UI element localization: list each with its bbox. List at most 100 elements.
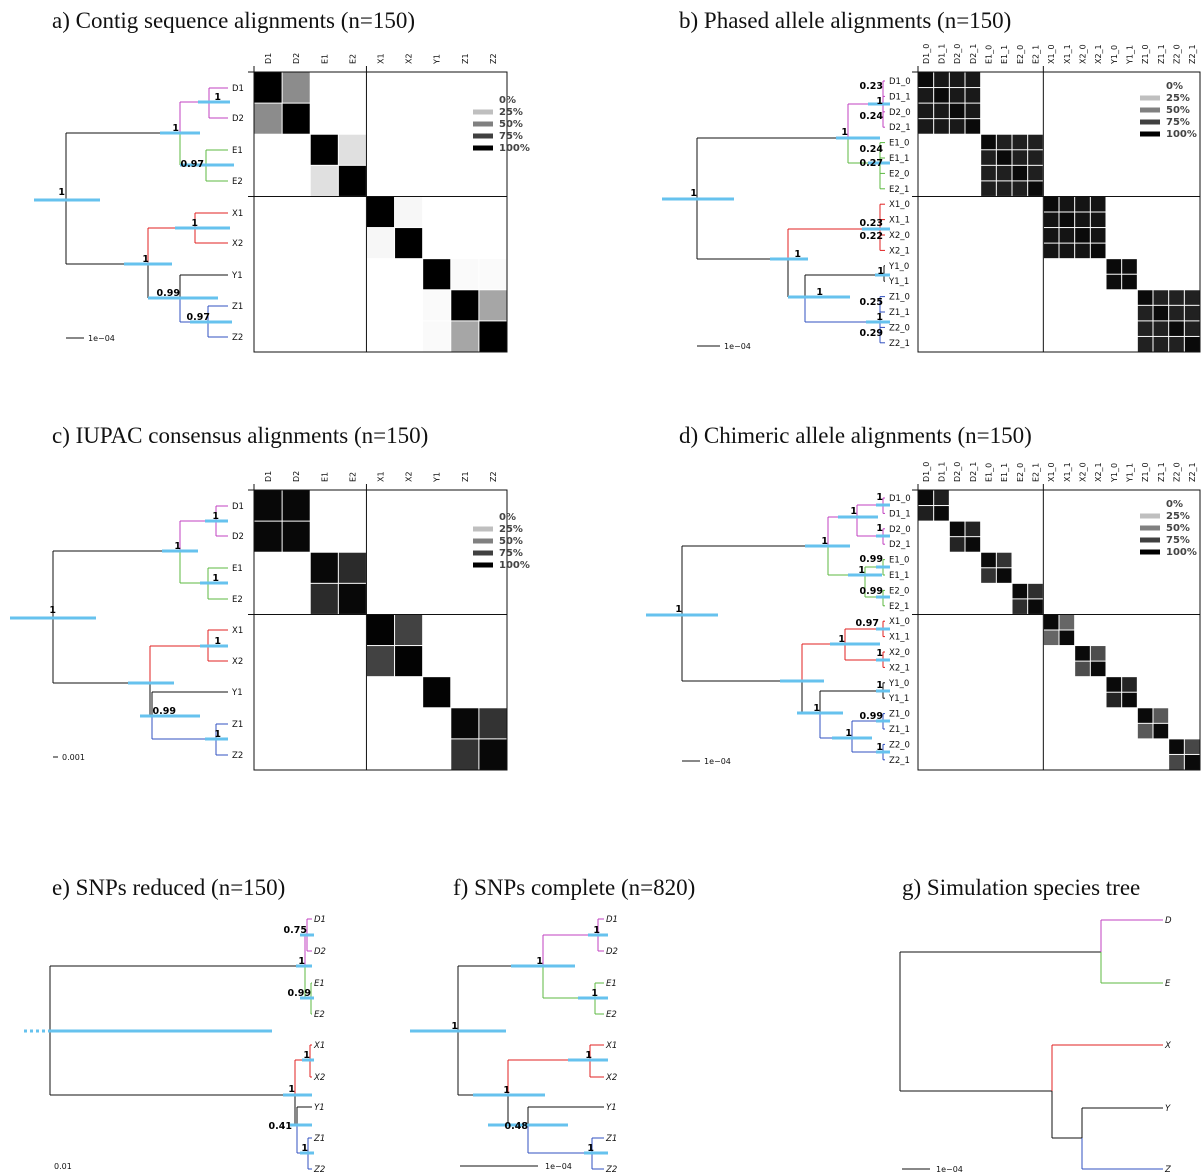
b-heatmap-cell	[996, 165, 1012, 181]
d-tip-label: Z1_0	[889, 710, 910, 720]
c-heatmap-cell	[479, 708, 507, 739]
b-heatmap-cell	[1012, 181, 1028, 196]
c-heatmap-cell	[451, 739, 479, 770]
g-tip-label: D	[1165, 916, 1172, 926]
b-legend-label: 75%	[1166, 117, 1190, 128]
d-tip-label: Z2_0	[889, 740, 910, 750]
f-tip-label: X2	[605, 1073, 617, 1083]
d-support-value: 1	[813, 703, 820, 714]
d-heatmap-frame	[917, 489, 1201, 771]
d-column-label: D2_0	[953, 462, 962, 482]
b-column-label: D2_1	[969, 44, 978, 64]
c-legend-label: 50%	[499, 536, 523, 547]
a-legend-label: 0%	[499, 95, 516, 106]
d-heatmap-cell	[1012, 583, 1028, 599]
d-heatmap-cell	[1153, 723, 1169, 739]
b-heatmap-cell	[949, 119, 965, 134]
f-tip-label: E2	[606, 1010, 617, 1020]
c-heatmap-cell	[254, 490, 282, 521]
f-tip-label: E1	[606, 979, 617, 989]
g-tip-label: X	[1164, 1041, 1171, 1051]
b-heatmap-cell	[949, 88, 965, 103]
b-heatmap-cell	[1012, 150, 1028, 165]
d-heatmap-cell	[1137, 708, 1153, 723]
b-heatmap-cell	[996, 134, 1012, 150]
e-tip-label: X1	[313, 1041, 325, 1051]
c-support-value: 1	[174, 541, 181, 552]
d-tip-label: Z2_1	[889, 756, 910, 766]
a-tip-label: D1	[232, 84, 244, 94]
c-heatmap-cell	[282, 490, 310, 521]
d-column-label: E1_1	[1000, 463, 1009, 482]
d-tip-label: X1_0	[889, 617, 910, 627]
c-heatmap-cell	[282, 521, 310, 552]
c-column-label: D2	[292, 471, 301, 482]
e-tip-label: D1	[314, 915, 326, 925]
d-heatmap-cell	[996, 552, 1012, 568]
b-heatmap-cell	[918, 119, 934, 134]
c-heatmap-cell	[395, 646, 423, 677]
d-heatmap-cell	[1106, 677, 1122, 692]
b-heatmap-cell	[1153, 336, 1169, 352]
c-heatmap-cell	[310, 552, 338, 583]
c-heatmap-cell	[366, 614, 395, 646]
c-tip-label: D1	[232, 502, 244, 512]
a-heatmap-cell	[479, 290, 507, 321]
c-heatmap-cell	[366, 646, 395, 677]
a-heatmap-cell	[282, 72, 310, 103]
b-heatmap-cell	[918, 88, 934, 103]
f-tip-label: Z2	[605, 1165, 617, 1175]
d-column-label: E2_0	[1016, 463, 1025, 482]
panel-a-title: a) Contig sequence alignments (n=150)	[52, 8, 415, 33]
d-heatmap-cell	[996, 568, 1012, 583]
b-heatmap-cell	[949, 72, 965, 88]
c-tip-label: Z2	[232, 751, 243, 761]
e-tip-label: Y1	[314, 1103, 325, 1113]
d-support-value: 1	[838, 634, 845, 645]
b-heatmap-cell	[1169, 321, 1184, 336]
c-heatmap-cell	[479, 739, 507, 770]
b-heatmap-cell	[1059, 228, 1075, 243]
b-heatmap-cell	[981, 181, 996, 196]
b-heatmap-cell	[1184, 321, 1200, 336]
d-heatmap-cell	[1043, 630, 1059, 646]
a-column-label: X2	[405, 53, 414, 64]
b-heatmap-cell	[1137, 305, 1153, 321]
a-legend-label: 75%	[499, 131, 523, 142]
a-heatmap-cell	[395, 228, 423, 259]
d-support-value: 1	[821, 536, 828, 547]
f-support-value: 1	[587, 1143, 594, 1154]
d-tip-label: E1_1	[889, 571, 909, 581]
c-tip-label: Y1	[231, 688, 243, 698]
a-column-label: D1	[264, 53, 273, 64]
a-heatmap-cell	[254, 72, 282, 103]
d-heatmap-cell	[981, 552, 996, 568]
b-column-label: Y1_0	[1110, 45, 1119, 65]
c-support-value: 0.99	[153, 706, 176, 717]
a-heatmap-frame	[253, 71, 508, 353]
d-heatmap-cell	[1184, 739, 1200, 754]
b-heatmap-cell	[1059, 196, 1075, 212]
b-column-label: X2_0	[1079, 44, 1088, 64]
g-scale-label: 1e−04	[936, 1165, 963, 1174]
a-column-label: D2	[292, 53, 301, 64]
d-scale-label: 1e−04	[704, 757, 731, 766]
e-support-value: 0.99	[288, 988, 311, 999]
c-column-label: Y1	[433, 472, 442, 483]
a-tip-label: Y1	[231, 271, 243, 281]
a-tip-label: Z2	[232, 333, 243, 343]
b-column-label: X1_1	[1063, 44, 1072, 64]
d-column-label: Y1_1	[1126, 463, 1135, 483]
b-support-value: 0.25	[860, 297, 883, 308]
a-support-value: 1	[191, 218, 198, 229]
b-support-value: 1	[876, 312, 883, 323]
d-column-label: E2_1	[1032, 463, 1041, 482]
f-support-value: 1	[593, 925, 600, 936]
b-support-value: 1	[690, 188, 697, 199]
f-support-value: 1	[536, 956, 543, 967]
b-legend-label: 25%	[1166, 93, 1190, 104]
b-support-value: 0.29	[860, 328, 883, 339]
c-column-label: Z2	[489, 471, 498, 482]
c-heatmap-cell	[338, 552, 366, 583]
b-heatmap-cell	[934, 72, 949, 88]
